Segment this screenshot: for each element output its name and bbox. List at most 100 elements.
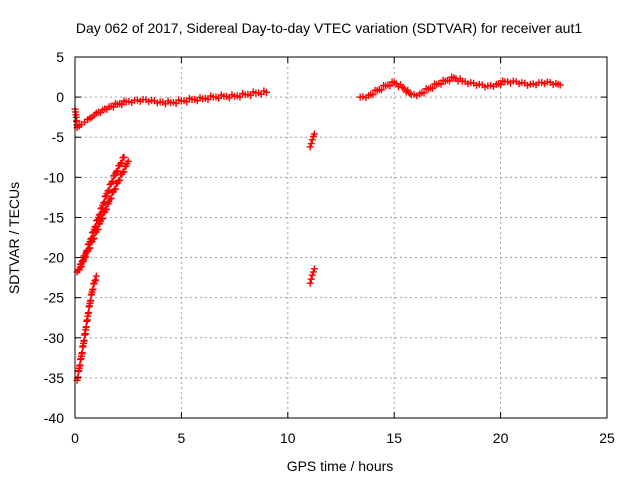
data-point bbox=[524, 81, 532, 89]
data-point bbox=[101, 193, 109, 201]
data-points bbox=[71, 73, 564, 384]
data-point bbox=[306, 279, 314, 287]
data-point bbox=[369, 91, 377, 99]
data-point bbox=[94, 225, 102, 233]
y-tick-label: -40 bbox=[44, 410, 64, 426]
data-point bbox=[104, 199, 112, 207]
data-point bbox=[81, 330, 89, 338]
data-point bbox=[79, 342, 87, 350]
data-point bbox=[145, 98, 153, 106]
data-point bbox=[260, 87, 268, 95]
data-point bbox=[90, 234, 98, 242]
y-axis-label: SDTVAR / TECUs bbox=[6, 182, 22, 294]
data-point bbox=[91, 277, 99, 285]
x-tick-label: 25 bbox=[599, 430, 615, 446]
data-point bbox=[114, 167, 122, 175]
data-point bbox=[97, 109, 105, 117]
data-point bbox=[397, 81, 405, 89]
data-point bbox=[481, 83, 489, 91]
y-tick-label: -20 bbox=[44, 250, 64, 266]
x-tick-label: 5 bbox=[178, 430, 186, 446]
data-point bbox=[446, 77, 454, 85]
data-point bbox=[119, 154, 127, 162]
data-series bbox=[75, 157, 132, 274]
data-point bbox=[437, 80, 445, 88]
data-point bbox=[362, 94, 370, 102]
data-point bbox=[92, 272, 100, 280]
data-point bbox=[249, 88, 257, 96]
data-point bbox=[106, 195, 114, 203]
data-point bbox=[490, 82, 498, 90]
y-tick-label: -10 bbox=[44, 169, 64, 185]
data-point bbox=[82, 253, 90, 261]
data-point bbox=[185, 94, 193, 102]
x-tick-label: 10 bbox=[280, 430, 296, 446]
data-point bbox=[104, 187, 112, 195]
data-point bbox=[204, 96, 212, 104]
data-point bbox=[96, 220, 104, 228]
chart-title: Day 062 of 2017, Sidereal Day-to-day VTE… bbox=[76, 20, 583, 36]
data-point bbox=[109, 103, 117, 111]
y-tick-label: -5 bbox=[52, 129, 65, 145]
grid bbox=[75, 57, 607, 418]
data-point bbox=[85, 245, 93, 253]
data-point bbox=[371, 86, 379, 94]
data-series bbox=[306, 265, 318, 287]
data-point bbox=[99, 214, 107, 222]
data-series bbox=[71, 87, 271, 132]
data-point bbox=[107, 194, 115, 202]
data-point bbox=[116, 176, 124, 184]
data-point bbox=[239, 90, 247, 98]
data-point bbox=[507, 79, 515, 87]
data-point bbox=[228, 91, 236, 99]
y-tick-label: -30 bbox=[44, 330, 64, 346]
data-point bbox=[310, 130, 318, 138]
y-tick-labels: -40 -35 -30 -25 -20 -15 -10 -5 0 5 bbox=[44, 49, 64, 426]
data-point bbox=[123, 160, 131, 168]
data-point bbox=[422, 85, 430, 93]
data-point bbox=[89, 235, 97, 243]
data-point bbox=[183, 98, 191, 106]
x-tick-labels: 0 5 10 15 20 25 bbox=[71, 430, 615, 446]
data-point bbox=[136, 97, 144, 105]
data-point bbox=[90, 111, 98, 119]
data-point bbox=[532, 81, 540, 89]
data-point bbox=[456, 75, 464, 83]
data-point bbox=[388, 78, 396, 86]
data-point bbox=[111, 171, 119, 179]
data-series bbox=[356, 73, 564, 102]
data-point bbox=[95, 211, 103, 219]
data-point bbox=[111, 185, 119, 193]
data-point bbox=[196, 93, 204, 101]
data-series bbox=[73, 272, 100, 384]
data-point bbox=[153, 99, 161, 107]
data-point bbox=[499, 77, 507, 85]
data-point bbox=[554, 80, 562, 88]
x-axis-label: GPS time / hours bbox=[287, 458, 394, 474]
data-point bbox=[217, 91, 225, 99]
data-point bbox=[541, 80, 549, 88]
data-point bbox=[96, 210, 104, 218]
data-point bbox=[420, 89, 428, 97]
data-point bbox=[377, 86, 385, 94]
data-point bbox=[429, 84, 437, 92]
y-tick-label: 0 bbox=[56, 89, 64, 105]
data-point bbox=[207, 92, 215, 100]
x-tick-label: 20 bbox=[493, 430, 509, 446]
data-point bbox=[448, 73, 456, 81]
data-point bbox=[247, 92, 255, 100]
data-point bbox=[308, 271, 316, 279]
data-point bbox=[413, 92, 421, 100]
axis-ticks bbox=[74, 56, 608, 419]
data-point bbox=[98, 204, 106, 212]
data-point bbox=[164, 97, 172, 105]
data-point bbox=[128, 98, 136, 106]
data-point bbox=[307, 275, 315, 283]
data-point bbox=[172, 100, 180, 108]
data-point bbox=[307, 140, 315, 148]
y-tick-label: -25 bbox=[44, 290, 64, 306]
x-tick-label: 15 bbox=[386, 430, 402, 446]
data-point bbox=[92, 276, 100, 284]
data-point bbox=[306, 143, 314, 151]
